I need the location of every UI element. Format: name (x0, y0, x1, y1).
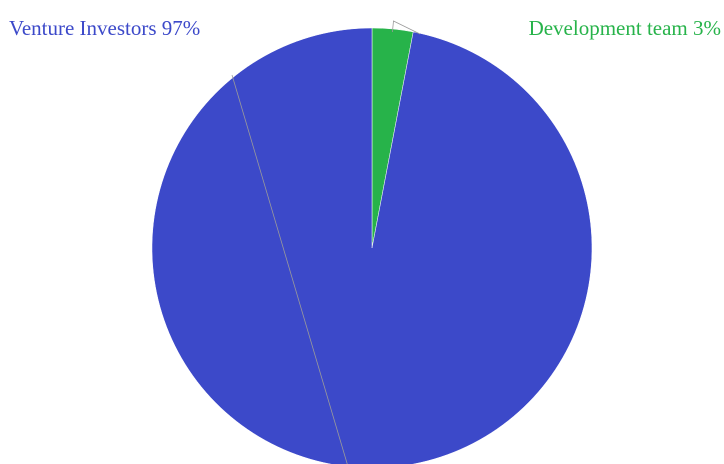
slice-label-development-team: Development team 3% (529, 16, 721, 40)
pie-slice-venture-investors (151, 27, 593, 464)
slice-label-venture-investors: Venture Investors 97% (9, 16, 200, 40)
slice-labels: Venture Investors 97% Development team 3… (9, 16, 721, 40)
leader-lines (231, 20, 421, 464)
pie-slices (151, 27, 593, 464)
leader-line-development-team (392, 20, 421, 35)
leader-line-venture-investors (231, 74, 352, 464)
